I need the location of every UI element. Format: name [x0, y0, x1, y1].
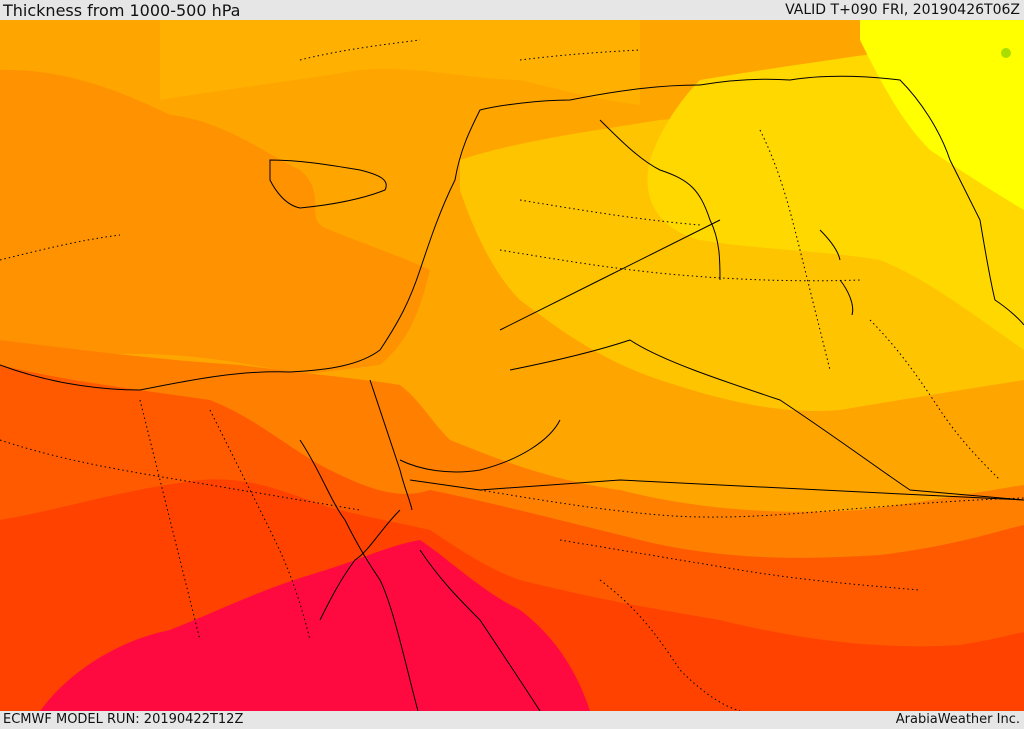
model-run: ECMWF MODEL RUN: 20190422T12Z: [3, 712, 244, 727]
band-yellow: [860, 20, 1024, 210]
political-boundaries: [0, 39, 1024, 711]
thickness-map: [0, 20, 1024, 711]
header-bar: Thickness from 1000-500 hPa VALID T+090 …: [0, 0, 1024, 20]
footer-bar: ECMWF MODEL RUN: 20190422T12Z ArabiaWeat…: [0, 711, 1024, 729]
green-spot: [1001, 48, 1011, 58]
valid-time: VALID T+090 FRI, 20190426T06Z: [785, 2, 1020, 18]
map-title: Thickness from 1000-500 hPa: [3, 1, 241, 20]
band-crimson: [40, 540, 590, 711]
band-light-orange: [160, 20, 640, 105]
coastlines: [0, 75, 1024, 711]
credit-text: ArabiaWeather Inc.: [895, 712, 1020, 727]
band-west-orange: [0, 69, 430, 375]
